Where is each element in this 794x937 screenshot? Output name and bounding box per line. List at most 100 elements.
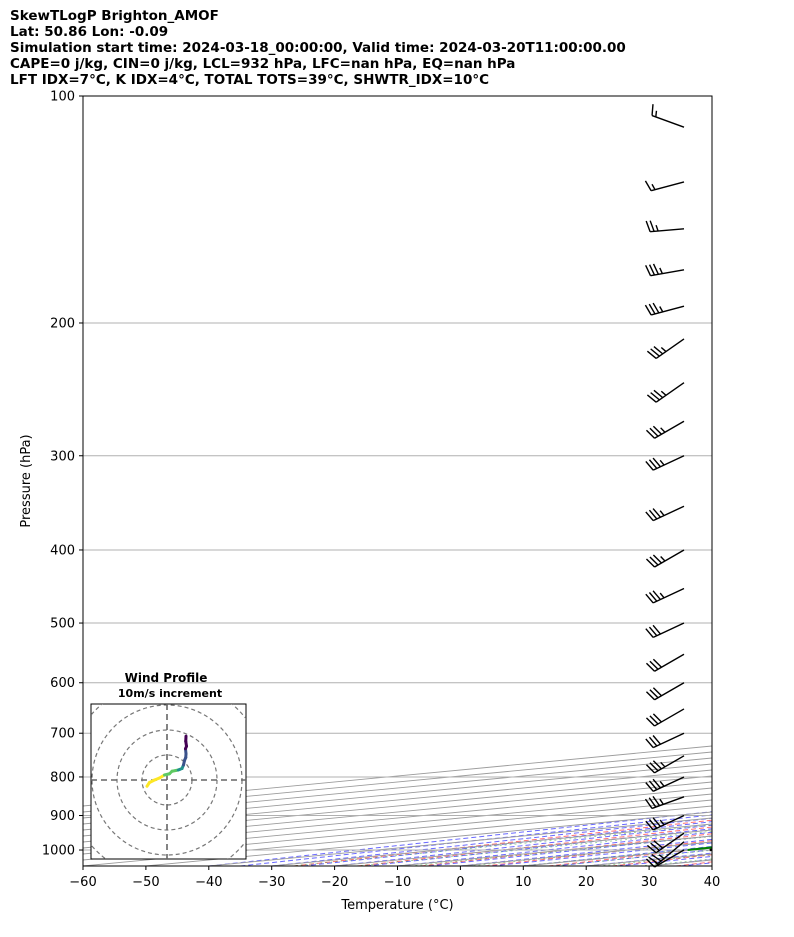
hodograph-title: Wind Profile xyxy=(125,671,208,685)
mixing-ratio-lines xyxy=(290,824,712,866)
barb-half xyxy=(660,427,666,433)
barb-full xyxy=(645,265,652,276)
barb-full xyxy=(645,764,656,774)
barb-full xyxy=(648,592,658,602)
barb-full xyxy=(652,687,662,697)
barb-full xyxy=(645,820,654,831)
barb-full xyxy=(645,628,654,638)
barb-half xyxy=(659,798,664,805)
barb-full xyxy=(645,511,654,522)
chart-header: SkewTLogP Brighton_AMOF Lat: 50.86 Lon: … xyxy=(10,8,790,88)
barb-full xyxy=(651,104,654,116)
barb-full xyxy=(649,220,655,232)
moist-adiabat xyxy=(523,845,712,866)
isotherm xyxy=(334,829,712,866)
wind-barb xyxy=(645,708,685,727)
moist-adiabat xyxy=(334,824,712,866)
simulation-times: Simulation start time: 2024-03-18_00:00:… xyxy=(10,40,626,56)
wind-barb xyxy=(645,622,685,639)
barb-full xyxy=(646,394,657,403)
barb-full xyxy=(652,713,662,723)
barb-full xyxy=(652,624,661,635)
dry-adiabat xyxy=(420,833,712,866)
mixing-ratio-line xyxy=(290,824,712,866)
barb-full xyxy=(648,797,657,808)
barb-staff xyxy=(655,832,685,854)
barb-full xyxy=(652,590,661,600)
barb-full xyxy=(644,798,653,809)
wind-barb xyxy=(645,505,685,522)
barb-full xyxy=(649,660,659,670)
x-tick-label: −20 xyxy=(321,875,348,890)
mixing-ratio-line xyxy=(356,830,712,866)
barb-half xyxy=(660,761,666,768)
wind-barb xyxy=(645,653,685,672)
moist-adiabat xyxy=(554,849,712,866)
barb-staff xyxy=(652,814,685,831)
wind-barb xyxy=(644,302,685,316)
dry-adiabats xyxy=(293,819,712,866)
barb-staff xyxy=(657,841,685,865)
barb-staff xyxy=(654,755,685,774)
isotherm xyxy=(460,841,712,866)
dry-adiabat xyxy=(356,826,712,866)
barb-half xyxy=(658,854,665,860)
x-tick-label: −50 xyxy=(132,875,159,890)
x-tick-label: −60 xyxy=(69,875,96,890)
barb-staff xyxy=(654,682,685,701)
wind-barb xyxy=(644,795,685,810)
wind-barb xyxy=(645,455,685,471)
barb-full xyxy=(653,389,664,399)
barb-full xyxy=(644,180,652,192)
axes: −60 −50 −40 −30 −20 −10 0 10 20 30 40 1000 900 800 700… xyxy=(19,90,720,914)
barb-full xyxy=(645,558,656,568)
barb-staff xyxy=(650,228,685,233)
barb-full xyxy=(645,220,651,232)
wind-barb xyxy=(644,180,685,192)
barb-full xyxy=(652,508,661,518)
barb-half xyxy=(659,510,665,516)
severe-weather-indices: LFT IDX=7°C, K IDX=4°C, TOTAL TOTS=39°C,… xyxy=(10,72,490,88)
barb-half xyxy=(655,110,658,118)
barb-full xyxy=(652,795,661,807)
barb-full xyxy=(652,735,661,745)
isotherm xyxy=(397,835,712,866)
barb-staff xyxy=(652,505,685,522)
barb-full xyxy=(650,842,660,851)
wind-barb xyxy=(645,549,685,568)
wind-barb xyxy=(645,682,685,701)
wind-barb xyxy=(645,263,685,277)
dry-adiabat xyxy=(675,861,712,866)
barb-full xyxy=(652,658,662,668)
barb-full xyxy=(650,392,660,401)
barb-full xyxy=(645,738,654,749)
moist-adiabat xyxy=(397,831,712,866)
barb-staff xyxy=(652,622,685,639)
temperature-line xyxy=(709,848,712,851)
x-tick-label: 30 xyxy=(641,875,658,890)
isotherm xyxy=(523,847,712,866)
x-tick-label: 40 xyxy=(704,875,721,890)
wind-barb xyxy=(645,732,685,749)
barb-staff xyxy=(651,114,685,128)
barb-half xyxy=(660,390,667,396)
moist-adiabat xyxy=(491,842,712,866)
barb-full xyxy=(649,689,659,699)
x-tick-label: 20 xyxy=(578,875,595,890)
isotherm xyxy=(208,817,712,866)
barb-full xyxy=(648,509,658,520)
barb-staff xyxy=(650,269,685,277)
barb-staff xyxy=(650,181,685,192)
x-tick-label: 10 xyxy=(515,875,532,890)
moist-adiabat xyxy=(617,855,712,866)
y-tick-label: 200 xyxy=(50,316,75,331)
barb-half xyxy=(659,267,663,274)
barb-half xyxy=(655,224,659,232)
barb-staff xyxy=(654,653,685,672)
barb-full xyxy=(645,429,656,439)
barb-staff xyxy=(655,382,685,403)
cape-shading xyxy=(709,849,712,850)
y-tick-label: 600 xyxy=(50,676,75,691)
hodograph-plot xyxy=(91,704,246,859)
